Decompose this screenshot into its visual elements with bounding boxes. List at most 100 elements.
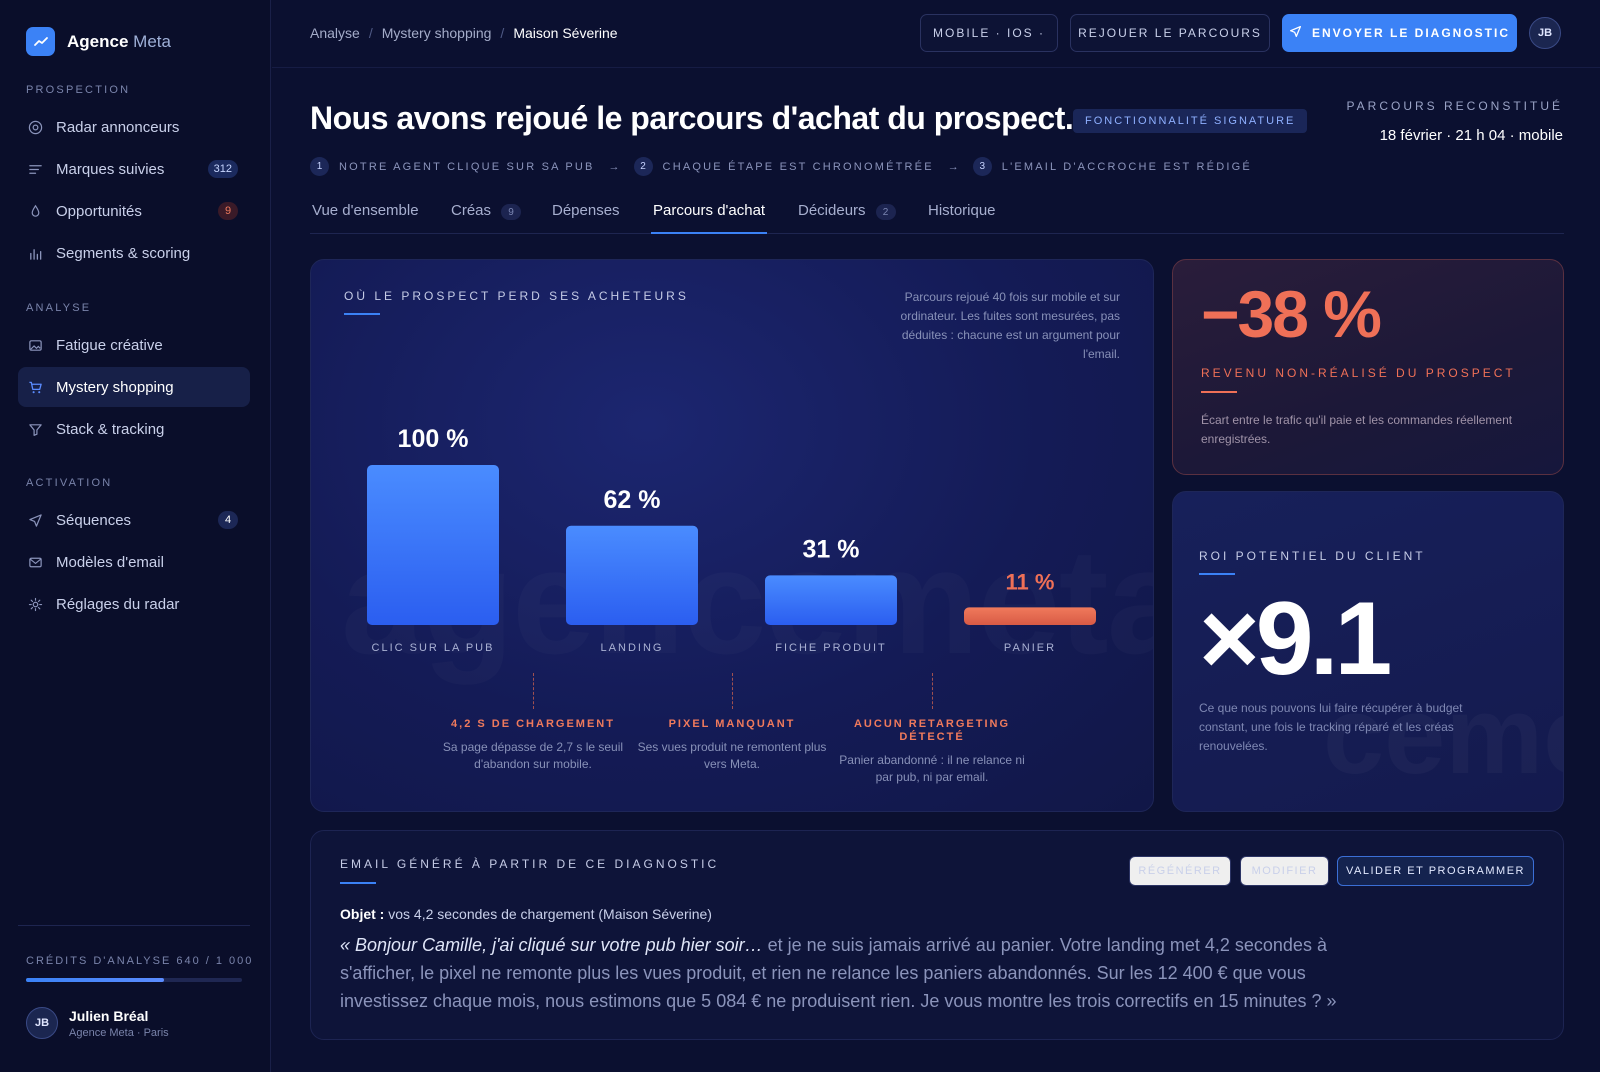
sidebar-item-mystery-shopping[interactable]: Mystery shopping [18,367,250,407]
leak-connector [732,673,733,709]
leak-pixel: PIXEL MANQUANT Ses vues produit ne remon… [637,718,827,773]
email-intro: « Bonjour Camille, j'ai cliqué sur votre… [340,935,763,955]
user-org: Agence Meta · Paris [69,1026,169,1039]
credits-progress-fill [26,978,165,982]
tab-depenses[interactable]: Dépenses [552,202,620,219]
send-diagnostic-button[interactable]: ENVOYER LE DIAGNOSTIC [1282,14,1517,52]
send-icon [27,512,44,529]
filter-icon [27,421,44,438]
sidebar-item-label: Radar annonceurs [56,118,180,136]
rebuilt-date: 18 février · 21 h 04 · mobile [1379,127,1563,144]
radar-icon [27,119,44,136]
category-label: FICHE PRODUIT [775,642,887,654]
send-diagnostic-label: ENVOYER LE DIAGNOSTIC [1311,26,1511,40]
tab-decideurs[interactable]: Décideurs 2 [798,200,896,234]
bar-value-label: 11 % [1006,569,1055,594]
tab-overview[interactable]: Vue d'ensemble [312,202,419,219]
page-title: Nous avons rejoué le parcours d'achat du… [310,100,1074,136]
leak-connector [932,673,933,709]
category-label: PANIER [1004,642,1056,654]
bar-value-label: 100 % [398,425,469,453]
sidebar-item-segments[interactable]: Segments & scoring [18,233,250,273]
process-steps: 1 NOTRE AGENT CLIQUE SUR SA PUB → 2 CHAQ… [310,157,1252,176]
image-icon [27,337,44,354]
arrow-right-icon: → [608,160,620,173]
bar-value-label: 62 % [604,486,661,514]
bar-3 [964,607,1096,625]
count-badge: 9 [218,202,238,220]
sidebar-item-fatigue[interactable]: Fatigue créative [18,325,250,365]
credits-label: CRÉDITS D'ANALYSE 640 / 1 000 [26,955,254,967]
funnel-title: OÙ LE PROSPECT PERD SES ACHETEURS [344,289,689,303]
revenue-value: −38 % [1201,277,1382,351]
device-select-button[interactable]: MOBILE · IOS · [920,14,1058,52]
topbar: Analyse / Mystery shopping / Maison Séve… [272,0,1600,68]
tab-historique[interactable]: Historique [928,202,996,219]
leak-text: Panier abandonné : il ne relance ni par … [839,753,1025,784]
leak-title: AUCUN RETARGETING DÉTECTÉ [853,718,1010,743]
funnel-chart: 100 % CLIC SUR LA PUB 62 % LANDING 31 % FICHE… [367,425,1096,654]
leak-connector [533,673,534,709]
user-name: Julien Bréal [69,1007,149,1024]
sidebar-item-label: Opportunités [56,202,142,220]
roi-text: Ce que nous pouvons lui faire récupérer … [1199,701,1463,753]
brand[interactable]: Agence Meta [26,27,171,56]
step-label: NOTRE AGENT CLIQUE SUR SA PUB [339,160,595,173]
modify-button[interactable]: MODIFIER [1240,856,1329,886]
section-activation: ACTIVATION [26,477,113,489]
sidebar-item-label: Segments & scoring [56,244,191,262]
title-underline [1201,391,1237,393]
tab-count: 9 [501,204,522,220]
sidebar-item-label: Marques suivies [56,160,165,178]
avatar: JB [26,1007,58,1039]
signature-badge: FONCTIONNALITÉ SIGNATURE [1073,109,1308,133]
sidebar-item-radar[interactable]: Radar annonceurs [18,107,250,147]
trend-logo-icon [26,27,55,56]
breadcrumb-item[interactable]: Mystery shopping [381,25,492,41]
subject-text: vos 4,2 secondes de chargement (Maison S… [388,906,712,922]
step-number: 2 [633,157,653,176]
bar-0 [367,465,499,625]
bar-chart-icon [27,245,44,262]
bar-2 [765,575,897,625]
sidebar-item-opportunities[interactable]: Opportunités 9 [18,191,250,231]
tab-count: 2 [875,204,896,220]
bar-1 [566,525,698,625]
arrow-right-icon: → [947,160,959,173]
email-card: EMAIL GÉNÉRÉ À PARTIR DE CE DIAGNOSTIC R… [310,830,1564,1040]
sidebar-item-label: Modèles d'email [56,553,164,571]
sidebar-item-label: Réglages du radar [56,595,180,613]
funnel-note: Parcours rejoué 40 fois sur mobile et su… [900,290,1120,361]
email-body[interactable]: « Bonjour Camille, j'ai cliqué sur votre… [340,931,1380,1015]
leak-title: PIXEL MANQUANT [668,718,796,730]
sidebar-item-sequences[interactable]: Séquences 4 [18,500,250,540]
email-subject: Objet : vos 4,2 secondes de chargement (… [340,906,712,922]
rebuilt-label: PARCOURS RECONSTITUÉ [1346,99,1563,113]
tab-creas[interactable]: Créas 9 [451,200,522,234]
breadcrumb-item[interactable]: Analyse [310,25,360,41]
credits-progress-bar [26,978,242,982]
revenue-card: −38 % REVENU NON-RÉALISÉ DU PROSPECT Éca… [1172,259,1564,475]
step-number: 1 [310,157,329,176]
category-label: CLIC SUR LA PUB [372,642,495,654]
sidebar-item-brands[interactable]: Marques suivies 312 [18,149,250,189]
revenue-label: REVENU NON-RÉALISÉ DU PROSPECT [1201,366,1516,380]
tab-parcours[interactable]: Parcours d'achat [651,200,768,234]
title-underline [340,882,376,884]
avatar[interactable]: JB [1529,17,1561,49]
roi-value: ×9.1 [1199,581,1392,697]
title-underline [1199,573,1235,575]
tab-bar: Vue d'ensemble Créas 9 Dépenses Parcours … [310,200,1564,234]
replay-button[interactable]: REJOUER LE PARCOURS [1070,14,1270,52]
roi-label: ROI POTENTIEL DU CLIENT [1199,549,1426,563]
sidebar-item-stack[interactable]: Stack & tracking [18,409,250,449]
sidebar-item-label: Fatigue créative [56,336,163,354]
sidebar-item-settings[interactable]: Réglages du radar [18,584,250,624]
bar-value-label: 31 % [803,535,860,563]
leak-loading: 4,2 S DE CHARGEMENT Sa page dépasse de 2… [438,718,628,773]
user-profile[interactable]: JB Julien Bréal Agence Meta · Paris [26,1007,169,1039]
sidebar-item-templates[interactable]: Modèles d'email [18,542,250,582]
regenerate-button[interactable]: RÉGÉNÉRER [1129,856,1231,886]
validate-schedule-button[interactable]: VALIDER ET PROGRAMMER [1337,856,1534,886]
step-label: L'EMAIL D'ACCROCHE EST RÉDIGÉ [1001,160,1252,173]
